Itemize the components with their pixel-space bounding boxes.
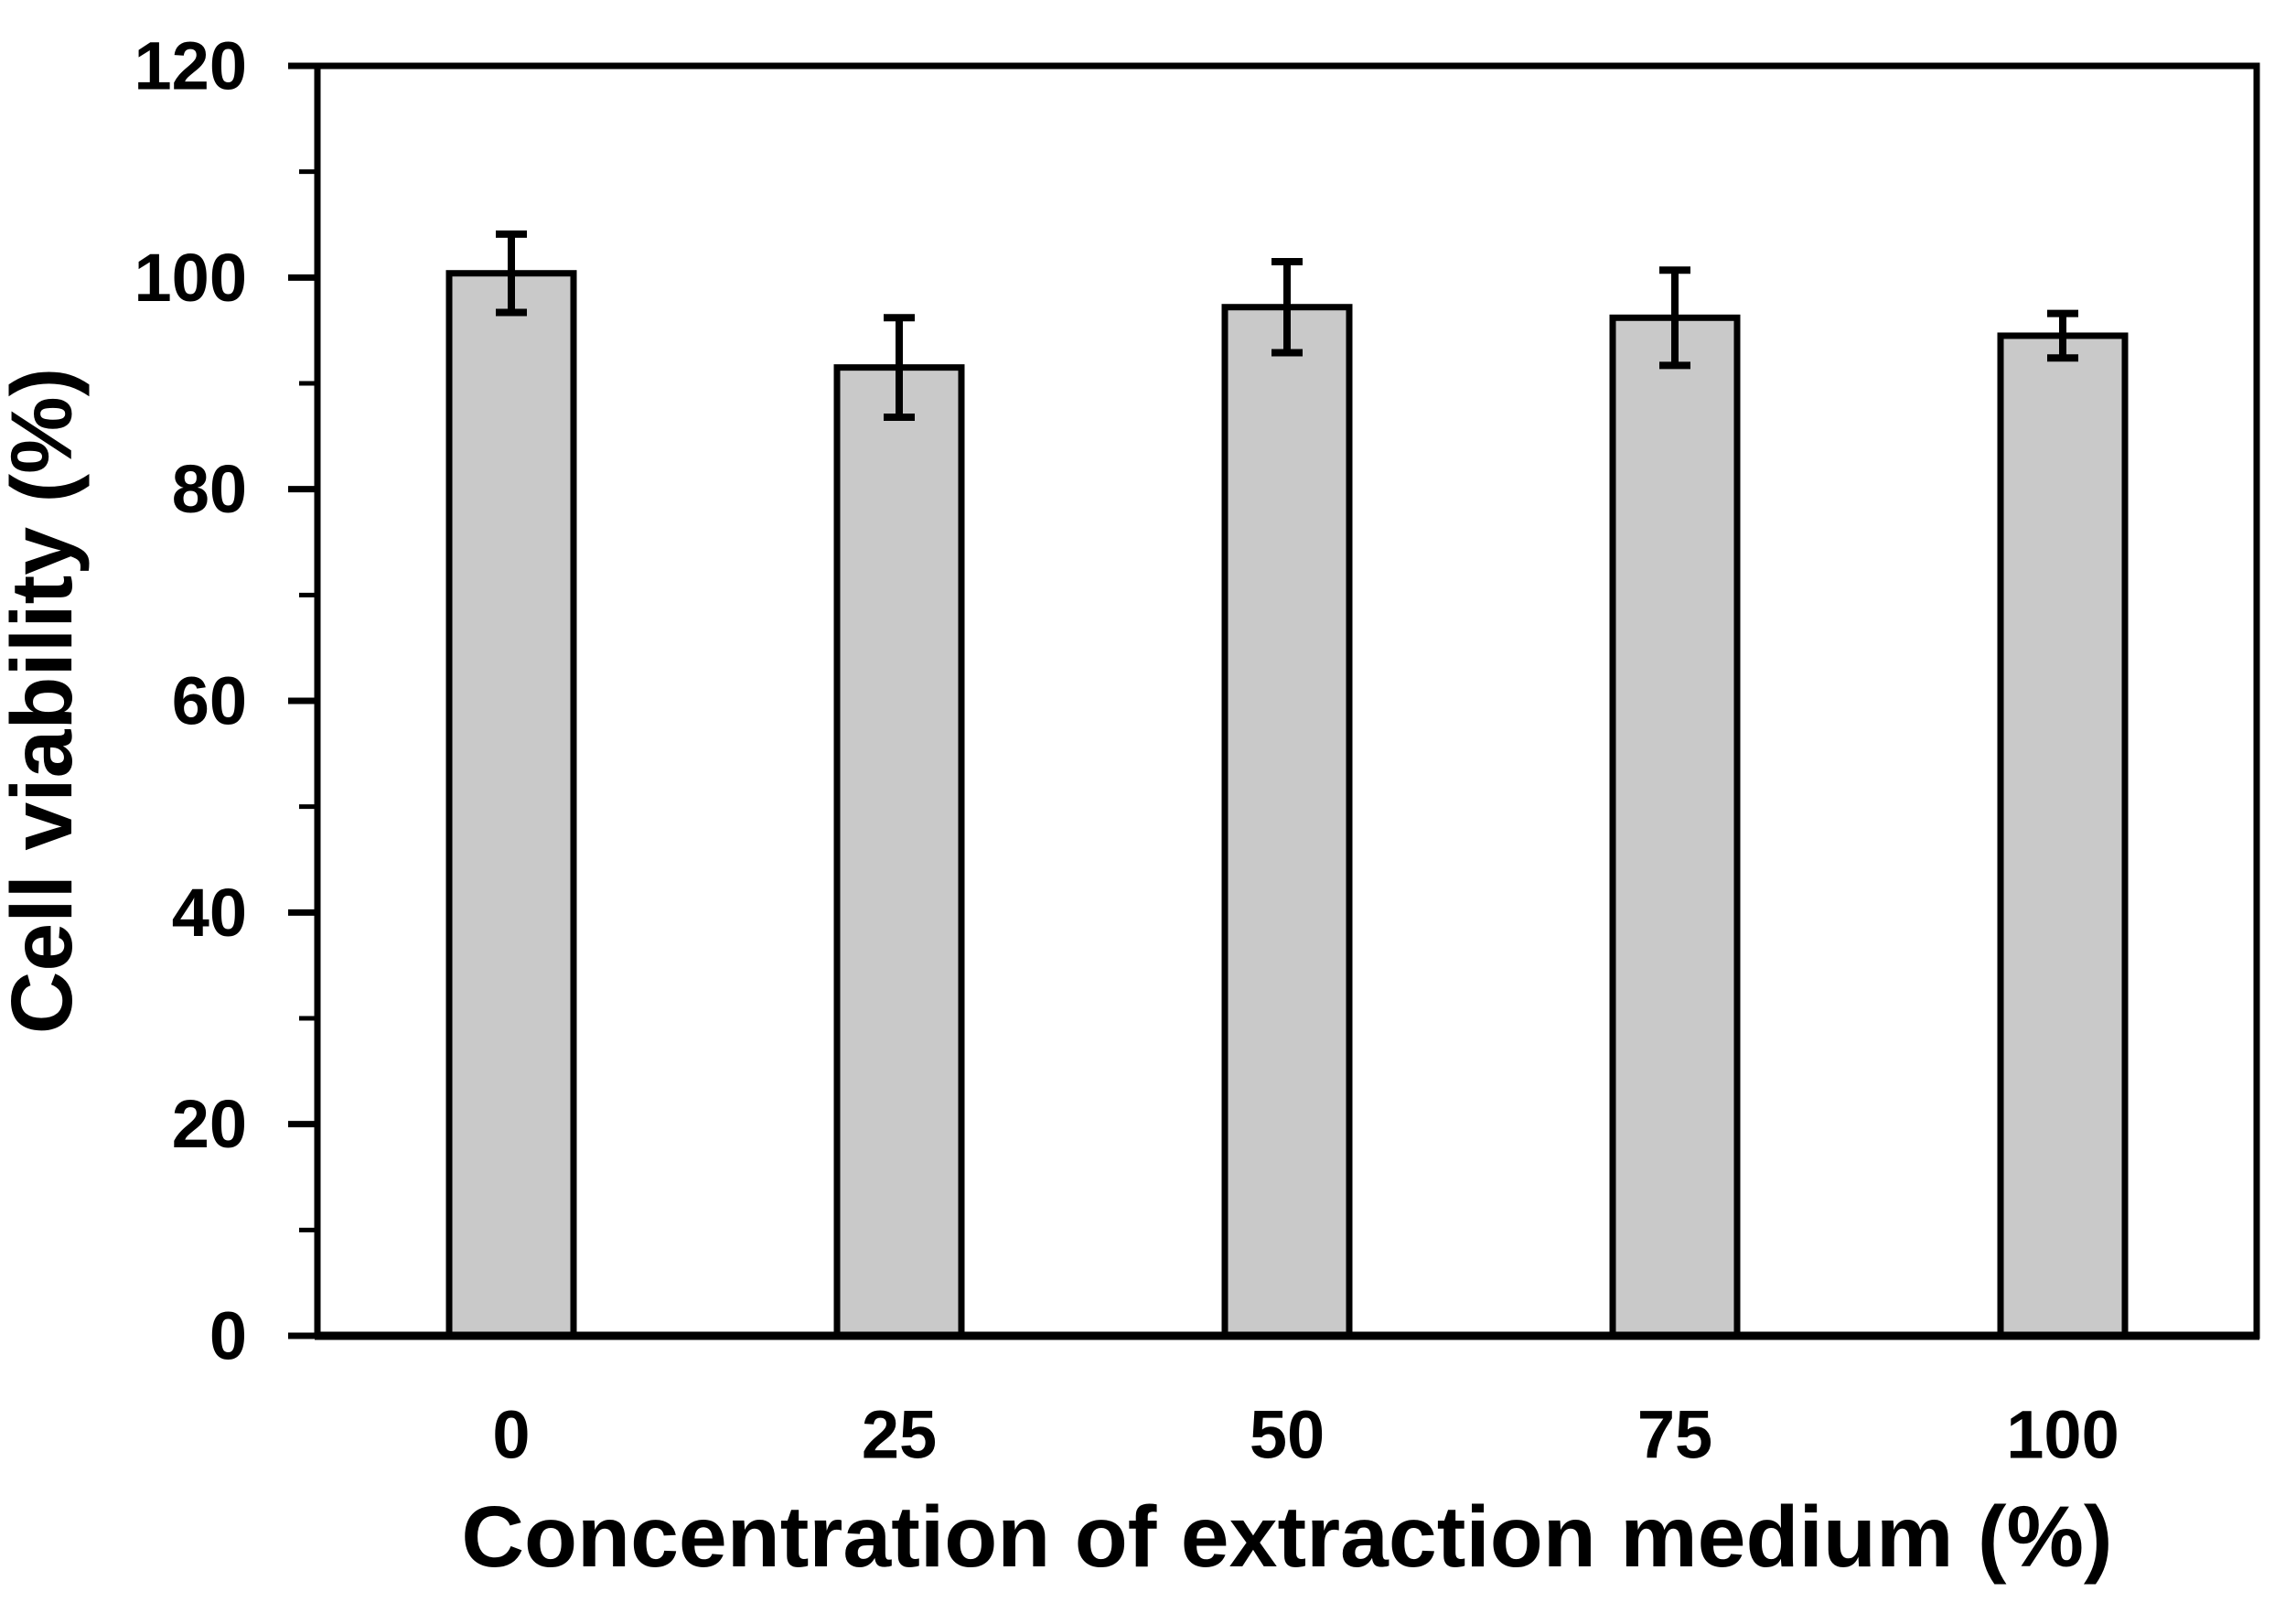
x-axis-title: Concentration of extraction medium (%) bbox=[461, 1489, 2112, 1586]
bar bbox=[833, 364, 965, 1339]
y-tick-label: 80 bbox=[172, 451, 247, 527]
y-tick-label: 0 bbox=[209, 1298, 247, 1374]
bar bbox=[445, 270, 577, 1339]
y-tick-label: 100 bbox=[134, 240, 247, 316]
bar bbox=[1221, 304, 1353, 1339]
y-tick-label: 60 bbox=[172, 663, 247, 739]
bar bbox=[1997, 332, 2129, 1339]
x-tick-label: 100 bbox=[2006, 1397, 2119, 1473]
bar bbox=[1609, 314, 1741, 1339]
x-tick-label: 0 bbox=[492, 1397, 530, 1473]
x-tick-label: 50 bbox=[1250, 1397, 1325, 1473]
x-tick-label: 75 bbox=[1637, 1397, 1712, 1473]
y-axis-title: Cell viability (%) bbox=[0, 368, 91, 1035]
y-tick-label: 120 bbox=[134, 28, 247, 104]
y-tick-label: 20 bbox=[172, 1086, 247, 1162]
y-tick-label: 40 bbox=[172, 875, 247, 951]
x-tick-label: 25 bbox=[862, 1397, 937, 1473]
